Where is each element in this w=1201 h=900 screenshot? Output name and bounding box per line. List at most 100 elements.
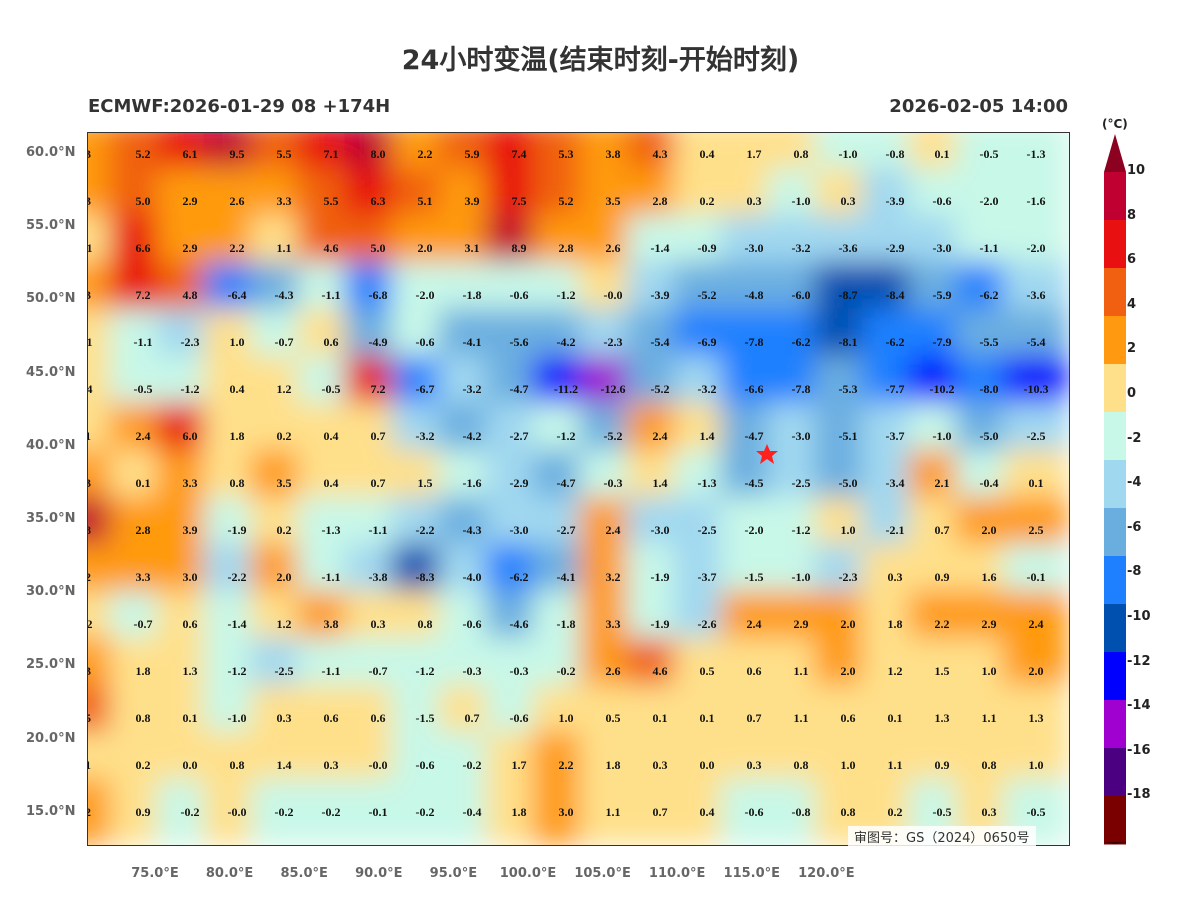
grid-value: 0.5: [606, 711, 621, 725]
grid-value: 2: [88, 805, 91, 819]
grid-value: 0.1: [136, 476, 151, 490]
colorbar-label: 10: [1127, 163, 1146, 178]
grid-value: -6.9: [698, 335, 717, 349]
grid-value: -1.2: [416, 664, 435, 678]
grid-value: -0.2: [416, 805, 435, 819]
grid-value: 0.6: [747, 664, 762, 678]
grid-value: -2.3: [839, 570, 858, 584]
grid-value: 7.2: [371, 382, 386, 396]
temperature-change-map[interactable]: 35.26.19.55.57.18.02.25.97.45.33.84.30.4…: [87, 132, 1070, 846]
grid-value: 0.1: [1029, 476, 1044, 490]
grid-value: -2.2: [416, 523, 435, 537]
latitude-label: 45.0°N: [26, 364, 76, 380]
grid-value: -0.7: [369, 664, 388, 678]
grid-value: 5.1: [418, 194, 433, 208]
grid-value: -2.5: [792, 476, 811, 490]
colorbar-label: 6: [1127, 252, 1137, 268]
longitude-label: 115.0°E: [723, 866, 781, 881]
grid-value: -1.1: [322, 288, 341, 302]
grid-value: 0.7: [653, 805, 668, 819]
grid-value: 0.6: [841, 711, 856, 725]
grid-value: 0.6: [183, 617, 198, 631]
grid-value: 0.4: [700, 147, 715, 161]
colorbar-segment: [1104, 556, 1126, 605]
grid-value: -0.0: [604, 288, 623, 302]
grid-value: 0.4: [700, 805, 715, 819]
grid-value: -1.3: [698, 476, 717, 490]
grid-value: 0.1: [700, 711, 715, 725]
grid-value: -7.9: [933, 335, 952, 349]
grid-value: -2.3: [604, 335, 623, 349]
grid-value: 0.5: [700, 664, 715, 678]
grid-value: 0.3: [982, 805, 997, 819]
grid-value: 5.5: [277, 147, 292, 161]
grid-value: 3.8: [606, 147, 621, 161]
colorbar-label: -10: [1127, 609, 1151, 624]
grid-value: 6.0: [183, 429, 198, 443]
grid-value: -7.7: [886, 382, 905, 396]
grid-value: -5.6: [510, 335, 529, 349]
grid-value: 4.6: [653, 664, 668, 678]
grid-value: 3.3: [136, 570, 151, 584]
grid-value: -10.2: [930, 382, 955, 396]
latitude-label: 20.0°N: [26, 730, 76, 746]
grid-value: -0.6: [416, 335, 435, 349]
grid-value: 0.7: [465, 711, 480, 725]
grid-value: 1.8: [136, 664, 151, 678]
longitude-label: 80.0°E: [205, 866, 254, 881]
grid-value: -0.6: [510, 711, 529, 725]
grid-value: -1.0: [228, 711, 247, 725]
grid-value: 2.4: [1029, 617, 1044, 631]
grid-value: 3: [88, 194, 91, 208]
grid-value: 5.3: [559, 147, 574, 161]
grid-value: 1.1: [888, 758, 903, 772]
grid-value: -5.1: [839, 429, 858, 443]
grid-value: -6.0: [792, 288, 811, 302]
grid-value: 6.1: [183, 147, 198, 161]
grid-value: 8: [88, 523, 91, 537]
grid-value: -5.2: [651, 382, 670, 396]
grid-value: 2.0: [841, 617, 856, 631]
grid-value: 0.8: [841, 805, 856, 819]
map-title: 24小时变温(结束时刻-开始时刻): [401, 45, 800, 76]
colorbar-segment: [1104, 268, 1126, 317]
grid-value: -4.8: [745, 288, 764, 302]
beijing-star-marker: [756, 444, 778, 464]
grid-value: 3.0: [559, 805, 574, 819]
grid-value: 2.4: [747, 617, 762, 631]
grid-value: -1.1: [369, 523, 388, 537]
grid-value: -5.5: [980, 335, 999, 349]
grid-value: -6.2: [980, 288, 999, 302]
grid-value: 1.2: [277, 382, 292, 396]
grid-value: 5.9: [465, 147, 480, 161]
grid-value: 7.5: [512, 194, 527, 208]
grid-value: 7.1: [324, 147, 339, 161]
grid-value: 8.9: [512, 241, 527, 255]
grid-value: -0.2: [557, 664, 576, 678]
grid-value: -1.9: [228, 523, 247, 537]
grid-value: 2.4: [136, 429, 151, 443]
grid-value: -2.5: [1027, 429, 1046, 443]
grid-value: -1.3: [1027, 147, 1046, 161]
grid-value: 2.9: [982, 617, 997, 631]
grid-value: -0.5: [134, 382, 153, 396]
grid-value: -3.9: [886, 194, 905, 208]
grid-value: 4.6: [324, 241, 339, 255]
grid-value: 0.4: [230, 382, 245, 396]
grid-value: -3.0: [745, 241, 764, 255]
grid-value: -1.2: [181, 382, 200, 396]
grid-value: -8.7: [839, 288, 858, 302]
grid-value: -1.0: [792, 194, 811, 208]
grid-value: 1.1: [794, 664, 809, 678]
grid-value: 0.8: [794, 147, 809, 161]
grid-value: 0.3: [277, 711, 292, 725]
grid-value: 5.2: [136, 147, 151, 161]
grid-value: 1.8: [606, 758, 621, 772]
grid-value: -1.5: [745, 570, 764, 584]
grid-value: -4.2: [557, 335, 576, 349]
grid-value: -2.0: [416, 288, 435, 302]
grid-value: -1.2: [228, 664, 247, 678]
grid-value: 2.0: [277, 570, 292, 584]
grid-value: 0.8: [136, 711, 151, 725]
grid-value: 2.6: [606, 241, 621, 255]
